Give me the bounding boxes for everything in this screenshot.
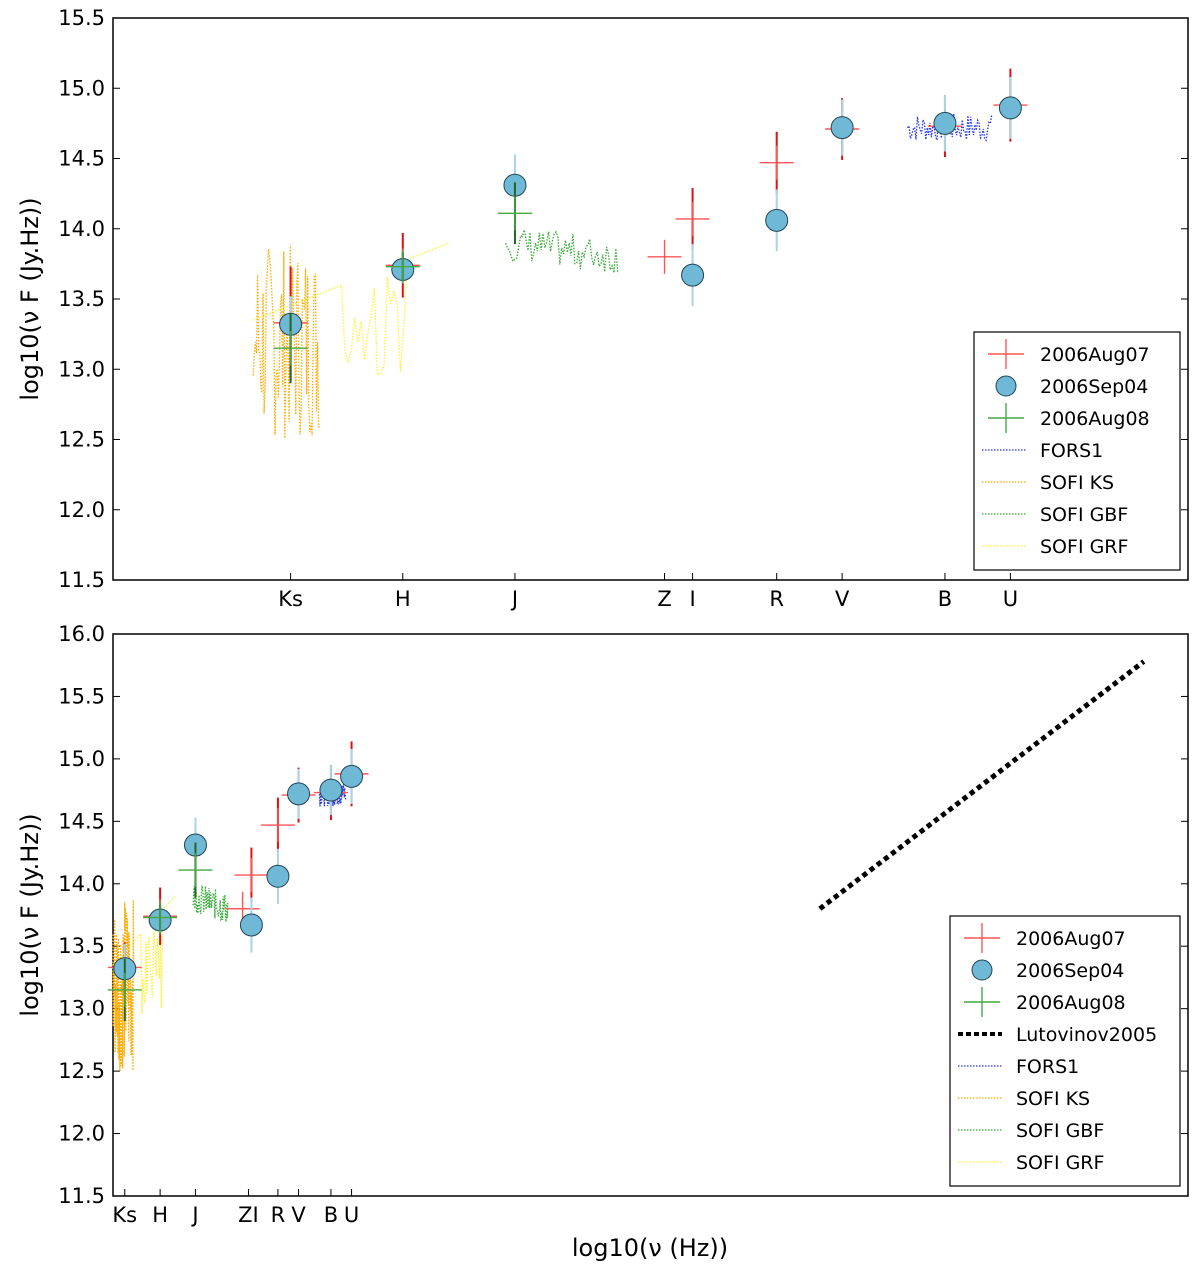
legend-label: SOFI KS (1040, 472, 1114, 494)
y-tick-label: 11.5 (58, 1184, 105, 1208)
x-tick-label: Ks (112, 1203, 137, 1227)
legend-label: FORS1 (1016, 1056, 1079, 1078)
data-point-circle (998, 96, 1022, 120)
data-point-circle (340, 764, 364, 788)
y-tick-label: 13.0 (58, 997, 105, 1021)
y-axis-label: log10(ν F (Jy.Hz)) (16, 197, 44, 400)
spectrum-line (252, 244, 320, 439)
panel-bottom: 11.5 12.0 12.5 13.0 13.5 14.0 14.5 15.0 15.5 16.0… (16, 622, 1189, 1262)
legend-label: SOFI GBF (1016, 1120, 1104, 1142)
x-tick-label: J (190, 1203, 198, 1227)
legend-label: 2006Aug08 (1040, 408, 1150, 430)
legend-label: 2006Aug07 (1040, 344, 1150, 366)
x-tick-label: B (938, 587, 952, 611)
y-tick-label: 15.5 (58, 6, 105, 30)
spectrum-sofi-gbf (504, 229, 619, 274)
y-tick-label: 12.0 (58, 1122, 105, 1146)
legend: 2006Aug07 2006Sep04 2006Aug08 Lutovinov2005… (949, 915, 1181, 1187)
panel-top: 11.5 12.0 12.5 13.0 13.5 14.0 14.5 15.0 15.5 Ks H J… (16, 6, 1189, 611)
data-point-circle (319, 778, 343, 802)
data-point-circle (239, 913, 263, 937)
x-tick-label: Ks (278, 587, 303, 611)
series-2006sep04 (113, 748, 364, 994)
x-tick-label: U (1003, 587, 1018, 611)
legend-box (973, 331, 1181, 571)
y-tick-label: 14.0 (58, 872, 105, 896)
legend-swatch (995, 375, 1017, 397)
legend-label: SOFI GBF (1040, 504, 1128, 526)
series-2006aug08 (107, 842, 213, 1022)
lutovinov-line (818, 659, 1146, 911)
legend-label: SOFI GRF (1016, 1152, 1104, 1174)
y-tick-label: 11.5 (58, 568, 105, 592)
legend-label: 2006Sep04 (1016, 960, 1124, 982)
data-point-circle (681, 263, 705, 287)
y-tick-label: 12.5 (58, 428, 105, 452)
x-tick-label: V (835, 587, 850, 611)
x-tick-label: V (291, 1203, 306, 1227)
plot-frame (112, 633, 1189, 1197)
legend-label: FORS1 (1040, 440, 1103, 462)
data-point-circle (933, 111, 957, 135)
spectrum-line (252, 242, 450, 376)
series-2006aug07 (273, 68, 1028, 380)
legend-label: Lutovinov2005 (1016, 1024, 1157, 1046)
y-tick-label: 15.5 (58, 684, 105, 708)
x-tick-label: H (152, 1203, 168, 1227)
spectrum-sofi-ks (112, 899, 135, 1072)
data-point-circle (266, 864, 290, 888)
x-tick-label: H (395, 587, 411, 611)
x-tick-label: R (271, 1203, 286, 1227)
legend-swatch (971, 959, 993, 981)
series-2006aug08 (273, 182, 532, 384)
y-tick-label: 14.5 (58, 147, 105, 171)
x-tick-label: B (324, 1203, 338, 1227)
data-point-circle (765, 208, 789, 232)
legend-label: SOFI KS (1016, 1088, 1090, 1110)
series-2006sep04 (279, 77, 1022, 353)
x-tick-label: R (769, 587, 784, 611)
spectrum-sofi-gbf (192, 885, 229, 922)
y-tick-label: 13.5 (58, 934, 105, 958)
spectrum-sofi-grf (112, 895, 176, 1014)
spectrum-sofi-grf (252, 242, 450, 376)
spectrum-line (192, 885, 229, 922)
y-tick-label: 16.0 (58, 622, 105, 646)
y-axis-label: log10(ν F (Jy.Hz)) (16, 813, 44, 1016)
y-tick-label: 12.5 (58, 1059, 105, 1083)
spectrum-line (112, 895, 176, 1014)
y-tick-label: 13.5 (58, 287, 105, 311)
y-tick-label: 12.0 (58, 498, 105, 522)
legend-label: 2006Sep04 (1040, 376, 1148, 398)
spectrum-line (504, 229, 619, 274)
data-point-circle (830, 116, 854, 140)
data-point-circle (287, 782, 311, 806)
y-tick-label: 14.5 (58, 809, 105, 833)
y-tick-label: 15.0 (58, 747, 105, 771)
y-tick-label: 13.0 (58, 357, 105, 381)
spectrum-sofi-ks (252, 244, 320, 439)
legend-box (949, 915, 1181, 1187)
x-tick-label: ZI (238, 1203, 259, 1227)
legend-label: 2006Aug07 (1016, 928, 1126, 950)
legend-label: SOFI GRF (1040, 536, 1128, 558)
y-tick-label: 14.0 (58, 217, 105, 241)
y-tick-label: 15.0 (58, 76, 105, 100)
x-tick-label: I (689, 587, 695, 611)
legend-label: 2006Aug08 (1016, 992, 1126, 1014)
legend: 2006Aug07 2006Sep04 2006Aug08 FORS1 SOFI KS S… (973, 331, 1181, 571)
spectrum-line (112, 899, 135, 1072)
x-tick-label: J (510, 587, 518, 611)
x-tick-label: Z (657, 587, 671, 611)
x-tick-label: U (344, 1203, 359, 1227)
x-axis-label: log10(ν (Hz)) (572, 1234, 728, 1262)
